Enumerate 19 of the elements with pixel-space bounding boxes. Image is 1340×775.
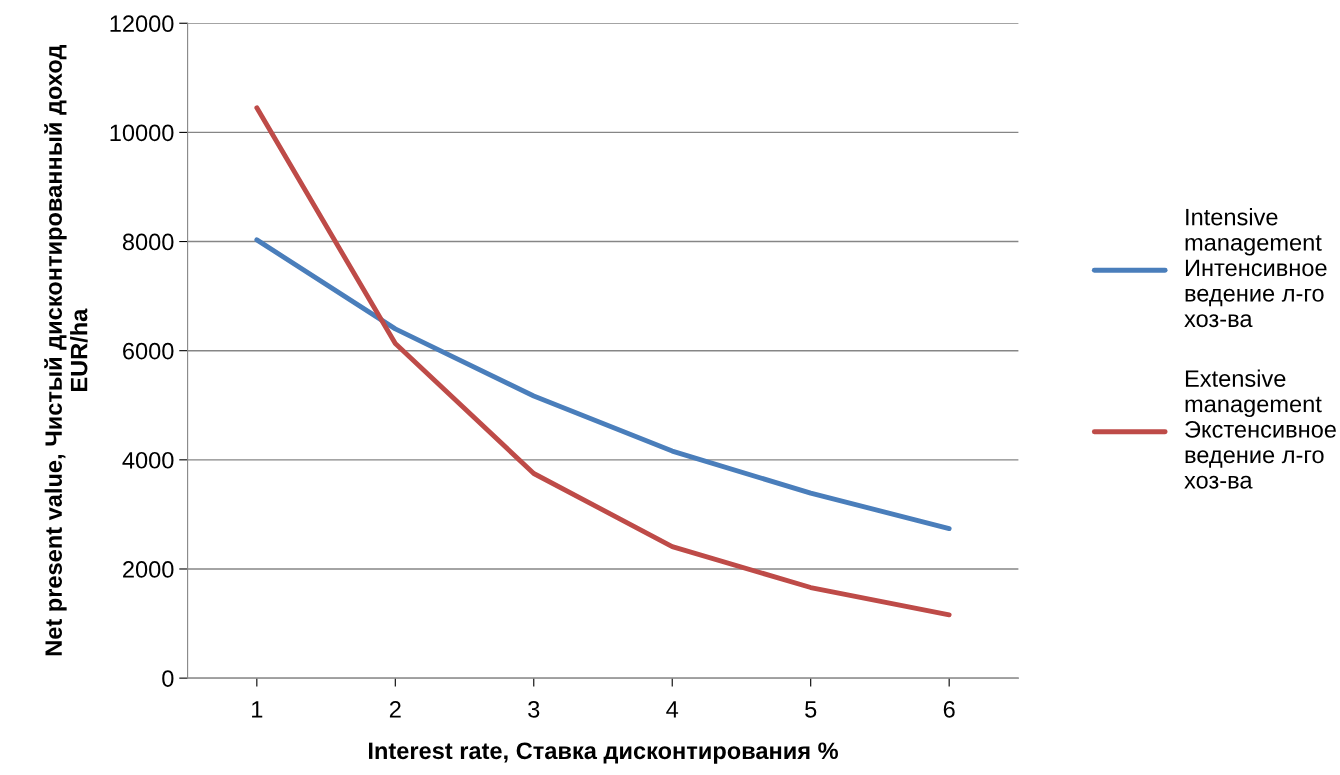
legend-label: Intensive management Интенсивное ведение л-го хоз-ва [1184, 208, 1327, 328]
x-tick-label: 2 [389, 700, 401, 718]
y-tick-label: 2000 [123, 561, 174, 578]
y-tick-label: 12000 [110, 15, 174, 33]
x-tick-label: 3 [528, 700, 540, 718]
y-tick-label: 8000 [122, 233, 174, 251]
x-tick-label: 4 [666, 701, 679, 718]
y-tick-label: 10000 [110, 124, 174, 142]
legend-label: Extensive management Экстенсивное ведение л-го хоз-ва [1184, 369, 1336, 489]
y-tick-label: 0 [162, 670, 174, 687]
y-tick-label: 4000 [122, 451, 174, 469]
x-tick-label: 6 [943, 700, 955, 718]
x-tick-label: 5 [805, 701, 817, 718]
x-axis-title: Interest rate, Ставка дисконтирования % [368, 742, 838, 764]
y-tick-label: 6000 [123, 342, 174, 360]
line-series [254, 105, 952, 618]
line-series [254, 237, 952, 532]
y-axis-title: Net present value, Чистый дисконтированный доход EUR/ha [44, 44, 88, 656]
x-tick-label: 1 [252, 701, 263, 718]
